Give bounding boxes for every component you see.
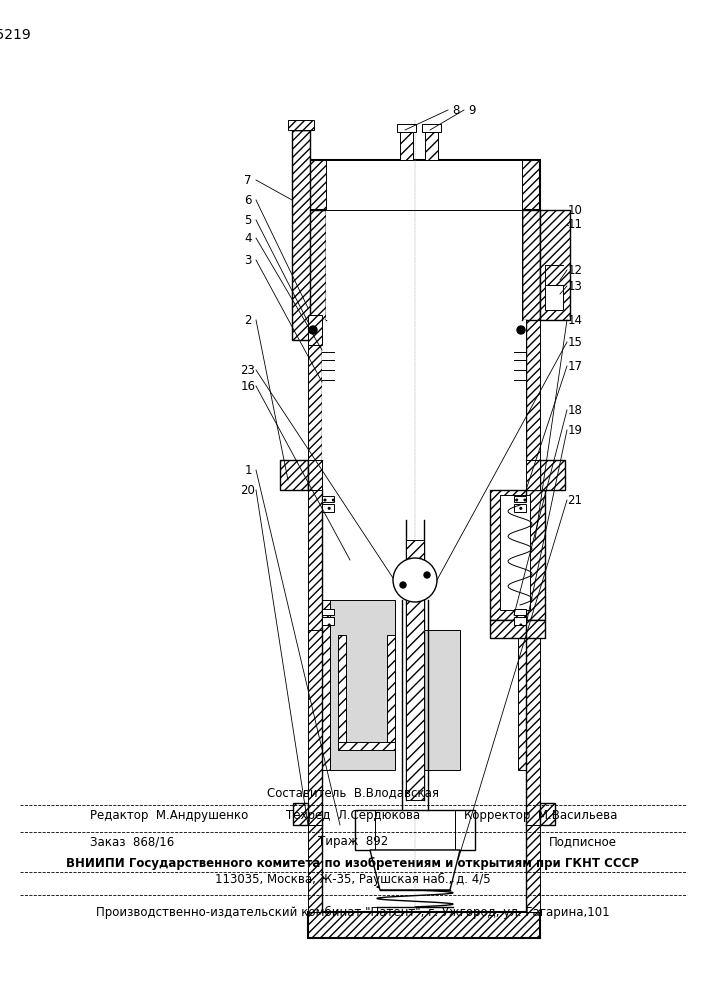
Bar — [526, 630, 540, 825]
Bar — [522, 210, 540, 320]
Text: 14: 14 — [568, 314, 583, 326]
Text: 18: 18 — [568, 403, 583, 416]
Bar — [322, 600, 330, 770]
Bar — [322, 496, 334, 502]
Bar — [387, 635, 395, 750]
Bar — [514, 496, 526, 502]
Bar — [326, 210, 522, 320]
Text: 20: 20 — [240, 484, 255, 496]
Circle shape — [424, 572, 430, 578]
Text: 10: 10 — [568, 204, 583, 217]
Bar — [500, 495, 530, 610]
Text: ВНИИПИ Государственного комитета по изобретениям и открытиям при ГКНТ СССР: ВНИИПИ Государственного комитета по изоб… — [66, 857, 640, 870]
Bar — [410, 630, 460, 770]
Text: 17: 17 — [568, 360, 583, 372]
Text: 19: 19 — [568, 424, 583, 436]
Bar — [280, 460, 308, 490]
Bar — [338, 742, 395, 750]
Text: 3: 3 — [245, 253, 252, 266]
Text: 5: 5 — [245, 214, 252, 227]
Text: Составитель  В.Влодавская: Составитель В.Влодавская — [267, 786, 439, 800]
Text: 1: 1 — [244, 464, 252, 477]
Bar — [326, 160, 522, 210]
Bar — [540, 460, 565, 490]
Bar — [338, 635, 346, 750]
Bar — [308, 912, 540, 938]
Bar — [540, 210, 570, 320]
Text: 23: 23 — [240, 363, 255, 376]
Circle shape — [309, 326, 317, 334]
Bar — [526, 460, 540, 490]
Text: 11: 11 — [568, 219, 583, 232]
Bar — [490, 620, 545, 638]
Text: 16: 16 — [240, 379, 255, 392]
Text: 6: 6 — [244, 194, 252, 207]
Text: Производственно-издательский комбинат "Патент", г. Ужгород, ул. Гагарина,101: Производственно-издательский комбинат "П… — [96, 905, 610, 919]
Bar — [322, 320, 526, 460]
Bar — [322, 504, 334, 512]
Bar — [545, 285, 563, 310]
Text: 4: 4 — [244, 232, 252, 244]
Text: Подписное: Подписное — [549, 836, 617, 848]
Text: Заказ  868/16: Заказ 868/16 — [90, 836, 174, 848]
Bar — [526, 825, 540, 912]
Circle shape — [400, 582, 406, 588]
Bar — [308, 320, 322, 460]
Bar — [308, 825, 322, 912]
Bar — [288, 120, 314, 130]
Bar — [322, 609, 334, 615]
Bar — [514, 617, 526, 625]
Text: Редактор  М.Андрушенко: Редактор М.Андрушенко — [90, 808, 248, 822]
Bar — [490, 490, 545, 620]
Bar — [308, 315, 322, 345]
Text: Тираж  892: Тираж 892 — [318, 836, 388, 848]
Text: 1465219: 1465219 — [0, 28, 31, 42]
Bar — [308, 210, 326, 320]
Text: Корректор  М.Васильева: Корректор М.Васильева — [464, 808, 617, 822]
Text: 13: 13 — [568, 279, 583, 292]
Bar — [425, 132, 438, 160]
Text: 12: 12 — [568, 263, 583, 276]
Text: 21: 21 — [568, 493, 583, 506]
Bar — [526, 320, 540, 460]
Text: 7: 7 — [244, 174, 252, 186]
Bar — [308, 490, 322, 630]
Text: 2: 2 — [244, 314, 252, 326]
Bar — [397, 124, 416, 132]
Bar — [514, 609, 526, 615]
Circle shape — [393, 558, 437, 602]
Text: 113035, Москва, Ж-35, Раушская наб., д. 4/5: 113035, Москва, Ж-35, Раушская наб., д. … — [215, 872, 491, 886]
Text: Техред  Л.Сердюкова: Техред Л.Сердюкова — [286, 808, 420, 822]
Bar — [308, 630, 322, 825]
Bar — [308, 160, 540, 210]
Bar — [293, 803, 308, 825]
Bar — [422, 124, 441, 132]
Text: 15: 15 — [568, 336, 583, 349]
Text: 8: 8 — [452, 104, 460, 116]
Bar — [355, 810, 475, 850]
Bar — [406, 540, 424, 800]
Circle shape — [517, 326, 525, 334]
Bar — [514, 504, 526, 512]
Bar — [330, 600, 395, 770]
Bar — [526, 490, 540, 630]
Text: 9: 9 — [468, 104, 476, 116]
Bar — [292, 130, 310, 340]
Bar — [540, 803, 555, 825]
Bar — [308, 460, 322, 490]
Polygon shape — [370, 850, 460, 890]
Bar — [400, 132, 413, 160]
Bar — [518, 600, 526, 770]
Bar — [322, 617, 334, 625]
